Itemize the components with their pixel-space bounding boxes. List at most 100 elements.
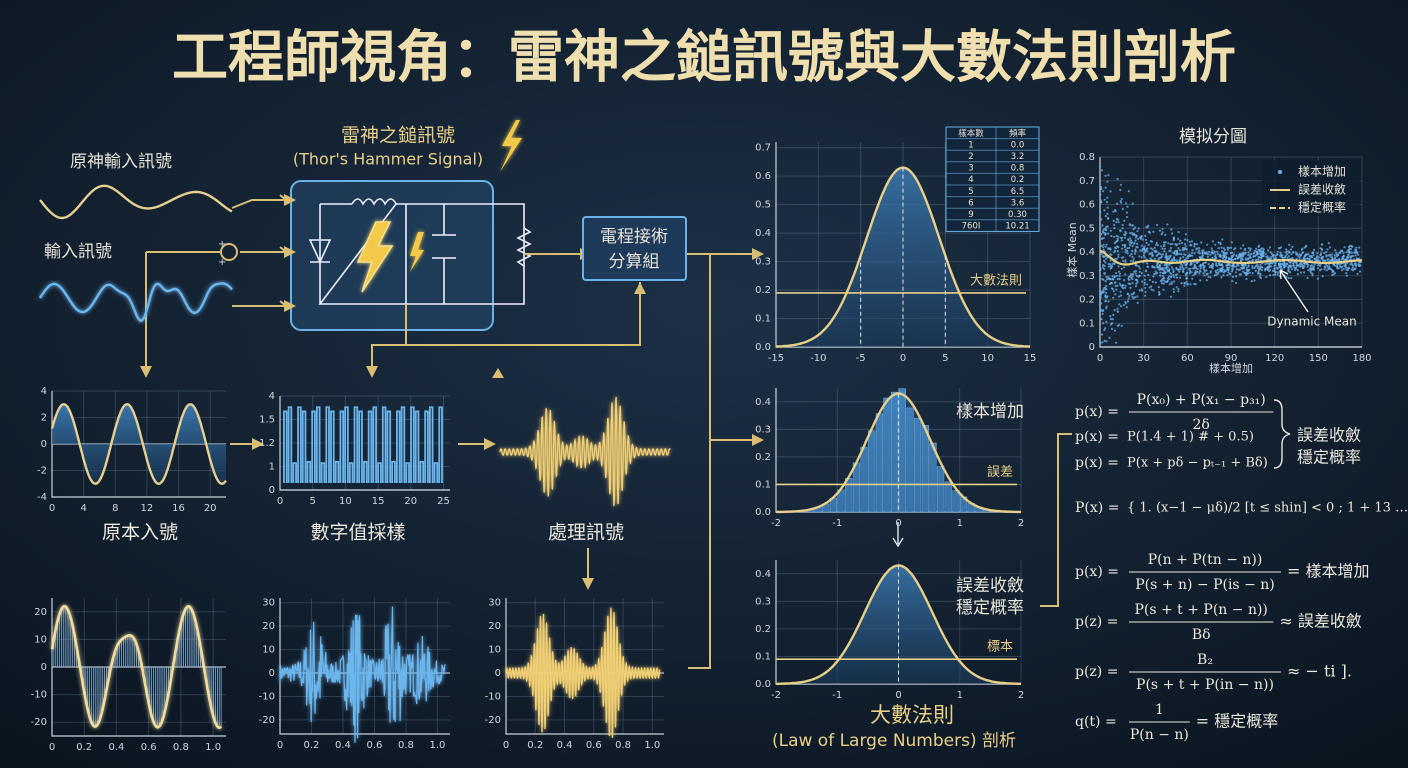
formula-den: 2δ [1193, 417, 1210, 433]
scatter-point [1220, 246, 1223, 249]
scatter-point [1264, 253, 1267, 256]
scatter-point [1129, 275, 1132, 278]
x-tick-label: 0 [503, 740, 509, 751]
scatter-point [1244, 252, 1247, 255]
y-tick-label: 0.6 [1079, 200, 1095, 211]
scatter-point [1328, 253, 1331, 256]
scatter-point [1287, 266, 1290, 270]
y-tick-label: 0.2 [755, 452, 771, 463]
scatter-point [1188, 272, 1191, 275]
scatter-point [1114, 281, 1117, 284]
scatter-point [1177, 237, 1180, 240]
scatter-point [1279, 255, 1283, 258]
scatter-point [1164, 241, 1167, 244]
legend-label: 穩定概率 [1298, 200, 1346, 215]
scatter-point [1131, 202, 1134, 205]
scatter-point [1098, 269, 1102, 272]
scatter-point [1312, 251, 1315, 254]
scatter-point [1333, 254, 1336, 257]
scatter-point [1329, 246, 1332, 249]
scatter-point [1183, 284, 1186, 287]
scatter-point [1350, 251, 1353, 254]
scatter-point [1245, 277, 1248, 281]
scatter-point [1287, 270, 1290, 273]
scatter-point [1264, 263, 1267, 266]
scatter-point [1100, 169, 1104, 172]
scatter-point [1148, 286, 1151, 289]
y-tick-label: 0.3 [755, 596, 771, 607]
scatter-point [1276, 253, 1279, 256]
scatter-point [1134, 296, 1137, 299]
scatter-point [1121, 244, 1124, 247]
y-tick-label: 0.0 [755, 342, 771, 353]
scatter-point [1252, 252, 1255, 255]
scatter-point [1144, 250, 1147, 253]
scatter-point [1106, 196, 1109, 199]
formula-lhs: p(x) = [1075, 564, 1119, 580]
scatter-point [1198, 256, 1201, 259]
scatter-point [1104, 215, 1107, 218]
scatter-point [1350, 262, 1353, 265]
scatter-point [1134, 264, 1137, 267]
scatter-point [1155, 250, 1158, 254]
scatter-point [1257, 258, 1260, 261]
scatter-point [1104, 174, 1107, 177]
scatter-point [1162, 288, 1165, 291]
module-label: 分算組 [609, 252, 660, 272]
scatter-point [1319, 252, 1323, 255]
x-tick-label: 25 [437, 496, 450, 507]
scatter-point [1215, 262, 1218, 265]
scatter-point [1149, 257, 1152, 260]
scatter-point [1155, 241, 1158, 244]
scatter-point [1138, 270, 1141, 273]
scatter-point [1167, 242, 1170, 245]
scatter-point [1149, 240, 1153, 243]
scatter-point [1214, 269, 1217, 272]
normal-area [776, 167, 1030, 347]
scatter-point [1357, 264, 1360, 267]
scatter-point [1266, 255, 1269, 258]
scatter-point [1170, 275, 1173, 279]
digital-wave [283, 406, 443, 483]
scatter-point [1161, 231, 1164, 234]
scatter-point [1163, 264, 1166, 267]
scatter-point [1258, 252, 1261, 255]
scatter-point [1316, 259, 1319, 262]
formula-num: P(n + P(tn − n)) [1148, 552, 1263, 568]
title: 工程師視角：雷神之鎚訊號與大數法則剖析 [172, 25, 1236, 91]
scatter-point [1199, 267, 1202, 270]
scatter-point [1231, 267, 1234, 270]
scatter-point [1352, 264, 1355, 267]
x-tick-label: 1.0 [644, 740, 660, 751]
scatter-point [1102, 190, 1105, 193]
scatter-point [1303, 271, 1306, 274]
scatter-point [1174, 250, 1177, 253]
scatter-point [1136, 295, 1139, 298]
scatter-point [1324, 259, 1327, 262]
sign: + [218, 257, 226, 268]
scatter-point [1205, 279, 1208, 282]
scatter-point [1178, 270, 1181, 273]
scatter-point [1130, 252, 1133, 256]
scatter-point [1315, 256, 1318, 259]
scatter-point [1348, 267, 1351, 270]
circuit [290, 120, 532, 331]
y-tick-label: 0.4 [755, 228, 771, 239]
scatter-point [1115, 218, 1118, 221]
scatter-point [1117, 235, 1120, 238]
scatter-point [1132, 292, 1135, 296]
scatter-point [1295, 257, 1298, 260]
scatter-point [1162, 241, 1166, 244]
scatter-point [1270, 252, 1273, 255]
scatter-point [1117, 221, 1120, 224]
scatter-point [1131, 255, 1134, 258]
scatter-point [1133, 226, 1137, 229]
input-label: 輸入訊號 [44, 242, 112, 262]
scatter-point [1196, 243, 1199, 246]
scatter-point [1216, 250, 1219, 253]
scatter-point [1346, 256, 1349, 259]
scatter-point [1151, 255, 1154, 258]
scatter-point [1221, 250, 1224, 253]
scatter-point [1124, 259, 1127, 262]
scatter-point [1294, 268, 1297, 272]
